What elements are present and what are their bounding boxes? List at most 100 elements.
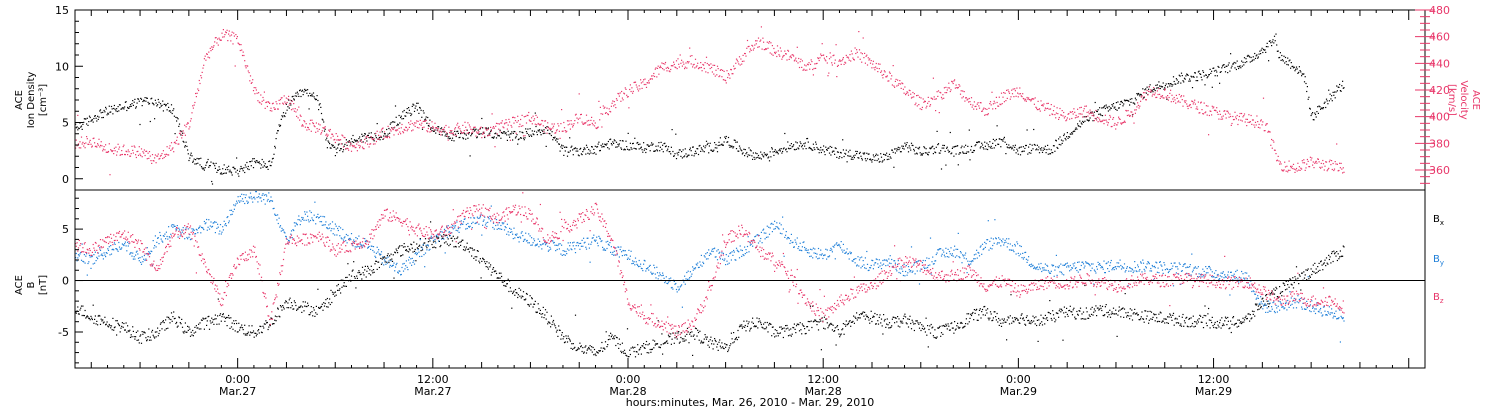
- velocity-point: [555, 130, 558, 132]
- velocity-point: [238, 43, 240, 45]
- bx-point: [1140, 316, 1142, 318]
- velocity-point: [551, 123, 553, 125]
- velocity-point: [935, 110, 937, 112]
- velocity-point: [1306, 163, 1308, 165]
- bx-point: [973, 309, 975, 311]
- bx-point: [1103, 315, 1105, 317]
- ion-density-point: [978, 141, 980, 143]
- velocity-point: [711, 71, 713, 73]
- bx-point: [738, 336, 740, 338]
- bx-point: [1062, 339, 1064, 341]
- velocity-point: [1072, 113, 1074, 115]
- bx-point: [566, 337, 568, 340]
- velocity-point: [719, 75, 721, 77]
- bx-point: [954, 321, 956, 323]
- bx-point: [593, 348, 596, 351]
- ion-density-point: [1044, 145, 1046, 147]
- bx-point: [926, 334, 928, 336]
- velocity-point: [579, 117, 581, 119]
- bx-point: [1071, 314, 1074, 316]
- ion-density-point: [757, 154, 760, 157]
- velocity-point: [786, 59, 788, 61]
- ion-density-point: [296, 95, 298, 97]
- velocity-point: [978, 105, 980, 107]
- bx-point: [744, 326, 746, 328]
- bx-point: [1077, 313, 1079, 315]
- ion-density-point: [667, 148, 669, 150]
- ion-density-point: [615, 146, 617, 148]
- velocity-point: [1263, 130, 1265, 132]
- ion-density-point: [323, 121, 325, 123]
- ion-density-point: [1033, 143, 1035, 146]
- bx-point: [1118, 306, 1120, 308]
- ion-density-point: [260, 167, 262, 169]
- velocity-point: [400, 133, 402, 135]
- bx-point: [566, 341, 569, 343]
- ion-density-point: [239, 170, 241, 172]
- velocity-point: [1096, 119, 1098, 121]
- ion-density-point: [1061, 142, 1063, 144]
- ion-density-point: [131, 103, 133, 105]
- velocity-point: [98, 138, 100, 140]
- bx-point: [1060, 311, 1062, 313]
- ion-density-point: [977, 141, 979, 143]
- velocity-point: [612, 100, 614, 102]
- bx-point: [700, 342, 702, 344]
- velocity-point: [1290, 165, 1292, 167]
- ion-density-point: [165, 105, 167, 107]
- ion-density-point: [1333, 94, 1335, 96]
- velocity-point: [650, 78, 652, 80]
- ion-density-point: [669, 151, 671, 153]
- bx-point: [901, 320, 903, 322]
- velocity-point: [1089, 109, 1091, 111]
- bx-point: [372, 272, 374, 274]
- bx-point: [328, 302, 330, 304]
- bx-point: [855, 317, 857, 319]
- ion-density-point: [307, 95, 309, 97]
- velocity-point: [1189, 104, 1191, 106]
- velocity-point: [570, 120, 572, 122]
- bx-point: [280, 306, 282, 308]
- velocity-point: [974, 105, 976, 108]
- velocity-point: [1320, 167, 1322, 169]
- ion-density-point: [1341, 85, 1343, 87]
- velocity-point: [255, 89, 257, 91]
- bx-point: [979, 308, 981, 310]
- velocity-point: [1123, 121, 1125, 123]
- ion-density-point: [926, 152, 928, 154]
- velocity-point: [694, 58, 697, 60]
- ion-density-point: [806, 138, 808, 140]
- ion-density-point: [1309, 107, 1311, 109]
- velocity-point: [234, 65, 236, 67]
- velocity-point: [1317, 158, 1319, 160]
- velocity-point: [367, 143, 369, 145]
- bx-point: [854, 316, 856, 318]
- ion-density-point: [1274, 40, 1276, 42]
- velocity-point: [309, 119, 312, 121]
- ion-density-point: [898, 149, 900, 151]
- bx-point: [912, 321, 914, 323]
- ion-density-point: [1298, 66, 1300, 68]
- velocity-point: [643, 83, 645, 86]
- bx-point: [506, 283, 508, 285]
- bx-point: [1044, 323, 1046, 325]
- bx-point: [244, 324, 246, 326]
- ion-density-point: [705, 145, 707, 147]
- velocity-point: [462, 124, 464, 126]
- bx-point: [599, 350, 601, 352]
- ion-density-point: [621, 140, 623, 142]
- bx-point: [214, 318, 216, 320]
- ion-density-point: [102, 116, 104, 119]
- bx-point: [695, 328, 697, 330]
- ion-density-point: [946, 146, 948, 148]
- ion-density-point: [596, 146, 599, 148]
- bx-point: [808, 329, 810, 331]
- bx-point: [397, 247, 399, 249]
- velocity-point: [460, 130, 462, 132]
- ion-density-point: [345, 139, 347, 141]
- ion-density-point: [509, 133, 511, 135]
- ion-density-point: [408, 107, 410, 109]
- bx-point: [318, 306, 320, 309]
- ion-density-point: [290, 100, 293, 102]
- ion-density-point: [265, 166, 267, 168]
